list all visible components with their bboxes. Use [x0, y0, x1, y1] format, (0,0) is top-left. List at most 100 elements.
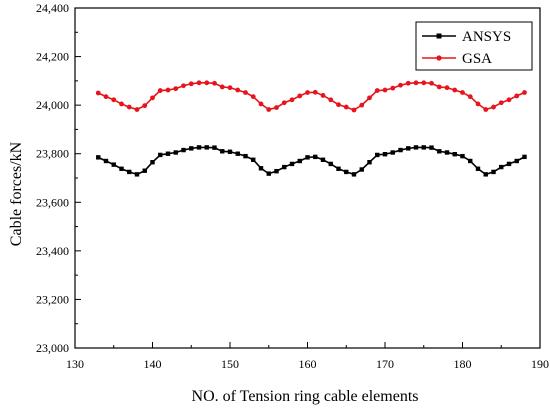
data-point-ansys — [483, 172, 488, 177]
data-point-ansys — [359, 167, 364, 172]
data-point-gsa — [506, 97, 512, 103]
data-point-gsa — [297, 93, 303, 99]
data-point-ansys — [119, 166, 124, 171]
data-point-gsa — [436, 84, 442, 90]
data-point-gsa — [142, 103, 148, 109]
data-point-ansys — [127, 169, 132, 175]
data-point-ansys — [251, 157, 256, 162]
data-point-gsa — [444, 85, 450, 91]
data-point-gsa — [235, 87, 241, 93]
series-line-ansys — [97, 146, 525, 176]
data-point-gsa — [336, 102, 341, 108]
data-point-gsa — [134, 107, 140, 112]
data-point-ansys — [514, 158, 519, 164]
data-point-ansys — [475, 166, 481, 171]
data-point-ansys — [328, 161, 333, 167]
data-point-gsa — [150, 95, 155, 101]
data-point-gsa — [258, 101, 264, 107]
y-tick-label: 23,400 — [36, 244, 69, 258]
data-point-gsa — [522, 90, 527, 95]
data-point-gsa — [173, 86, 179, 92]
data-point-ansys — [336, 166, 341, 171]
data-point-gsa — [390, 85, 396, 91]
data-point-gsa — [320, 93, 326, 98]
data-point-ansys — [351, 172, 357, 177]
y-tick-label: 23,800 — [36, 147, 69, 161]
data-point-ansys — [142, 168, 147, 173]
data-point-gsa — [429, 80, 434, 86]
data-point-gsa — [467, 94, 473, 100]
data-point-gsa — [157, 88, 163, 93]
x-tick-label: 160 — [299, 357, 317, 371]
data-point-gsa — [111, 97, 117, 103]
tick-labels: 130 140 150 160 170 180 190 23,000 23,200 23,400 2… — [36, 1, 549, 371]
data-point-ansys — [274, 169, 279, 174]
data-point-ansys — [499, 164, 504, 170]
data-point-ansys — [468, 158, 473, 164]
y-tick-label: 24,400 — [36, 1, 69, 15]
data-point-gsa — [367, 95, 372, 101]
data-point-ansys — [266, 171, 271, 176]
data-point-ansys — [398, 147, 403, 153]
data-point-ansys — [289, 161, 295, 167]
data-point-gsa — [266, 107, 272, 112]
data-point-ansys — [181, 147, 186, 153]
data-point-ansys — [282, 164, 287, 170]
data-point-ansys — [243, 153, 248, 159]
data-point-ansys — [305, 155, 310, 160]
data-point-gsa — [359, 102, 365, 108]
data-point-ansys — [491, 169, 496, 175]
data-point-ansys — [204, 145, 209, 150]
data-point-gsa — [219, 84, 225, 90]
data-point-gsa — [289, 97, 295, 103]
data-point-gsa — [498, 100, 504, 106]
data-point-ansys — [421, 145, 426, 150]
data-point-ansys — [103, 158, 109, 164]
y-tick-label: 23,600 — [36, 195, 69, 209]
legend-box — [415, 21, 533, 71]
y-tick-label: 24,000 — [36, 98, 69, 112]
data-point-gsa — [274, 105, 279, 110]
y-tick-label: 23,200 — [36, 292, 69, 306]
data-point-ansys — [320, 157, 326, 162]
series-line-gsa — [97, 82, 525, 111]
y-tick-label: 23,000 — [36, 341, 69, 355]
data-point-ansys — [382, 152, 388, 157]
data-point-gsa — [491, 104, 496, 110]
data-point-ansys — [220, 149, 225, 154]
data-point-ansys — [111, 162, 116, 167]
data-point-ansys — [297, 158, 302, 164]
data-point-ansys — [429, 145, 434, 150]
data-point-ansys — [173, 150, 178, 155]
data-point-gsa — [460, 90, 465, 95]
data-point-gsa — [421, 80, 427, 86]
data-point-gsa — [212, 80, 217, 86]
data-point-gsa — [312, 89, 318, 95]
data-point-ansys — [235, 151, 240, 156]
legend: ANSYS GSA — [415, 21, 533, 71]
data-point-gsa — [243, 90, 248, 95]
x-tick-label: 130 — [66, 357, 84, 371]
x-tick-label: 190 — [531, 357, 549, 371]
data-point-gsa — [452, 87, 458, 93]
data-point-gsa — [95, 90, 101, 96]
data-point-gsa — [196, 80, 202, 86]
x-tick-label: 170 — [376, 357, 394, 371]
data-point-gsa — [514, 93, 520, 99]
x-tick-label: 140 — [144, 357, 162, 371]
x-axis-title: NO. of Tension ring cable elements — [192, 388, 419, 405]
legend-label-gsa: GSA — [462, 51, 492, 67]
data-point-gsa — [181, 83, 186, 89]
data-point-ansys — [367, 160, 372, 165]
data-point-gsa — [305, 90, 310, 95]
y-axis-title: Cable forces/kN — [8, 141, 25, 246]
data-point-gsa — [188, 81, 194, 87]
series-layer — [95, 80, 527, 177]
legend-marker-ansys — [436, 33, 442, 39]
data-point-gsa — [119, 101, 124, 107]
data-point-ansys — [390, 150, 395, 155]
data-point-gsa — [343, 104, 349, 110]
data-point-ansys — [413, 145, 419, 150]
data-point-gsa — [250, 94, 256, 100]
